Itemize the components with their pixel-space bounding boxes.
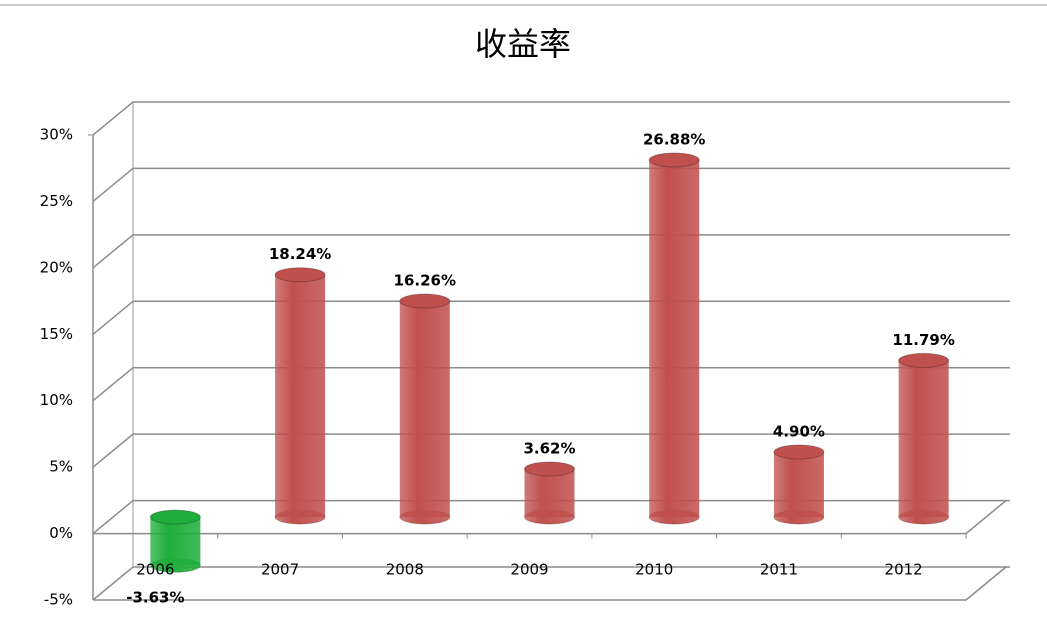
x-tick-label: 2007 [261,561,299,579]
value-label: -3.63% [126,588,184,606]
bar [649,159,700,518]
grid-line [92,234,1010,269]
y-tick-label: 5% [49,458,73,476]
bar-top [274,267,326,283]
x-tick-label: 2010 [635,561,673,579]
bar [399,301,450,518]
bar [524,468,575,518]
bar-top [149,509,201,525]
y-tick-label: -5% [44,591,73,609]
y-tick-label: 10% [40,391,73,409]
bar [898,360,949,518]
bar-top [648,152,700,168]
value-label: 4.90% [773,422,825,440]
y-tick-label: 30% [40,126,73,144]
y-tick-label: 25% [40,192,73,210]
grid-line [92,167,1010,203]
chart-title: 收益率 [475,25,571,63]
grid-line [92,433,1010,468]
grid-line [92,101,1010,136]
value-label: 18.24% [269,245,331,263]
grid-line [92,499,1010,535]
value-label: 11.79% [892,331,954,349]
bar [773,451,824,518]
x-tick-label: 2008 [386,561,424,579]
bar-top [773,444,825,460]
bar-top [524,461,575,477]
value-label: 3.62% [523,439,575,457]
floor-line [93,566,1007,601]
y-tick-label: 20% [40,258,73,276]
bar [150,517,201,566]
x-tick-label: 2012 [885,561,923,579]
y-tick-label: 0% [49,524,73,542]
grid-line [92,566,1010,601]
value-label: 26.88% [643,130,705,148]
y-tick-label: 15% [40,325,73,343]
bar-top [898,352,950,368]
grid-line [92,366,1010,402]
value-label: 16.26% [394,272,456,290]
x-tick-label: 2011 [760,561,798,579]
bar [275,274,326,518]
x-tick-label: 2009 [510,561,548,579]
grid-line [92,300,1010,335]
bar-top [399,293,451,309]
x-tick-label: 2006 [136,561,174,579]
